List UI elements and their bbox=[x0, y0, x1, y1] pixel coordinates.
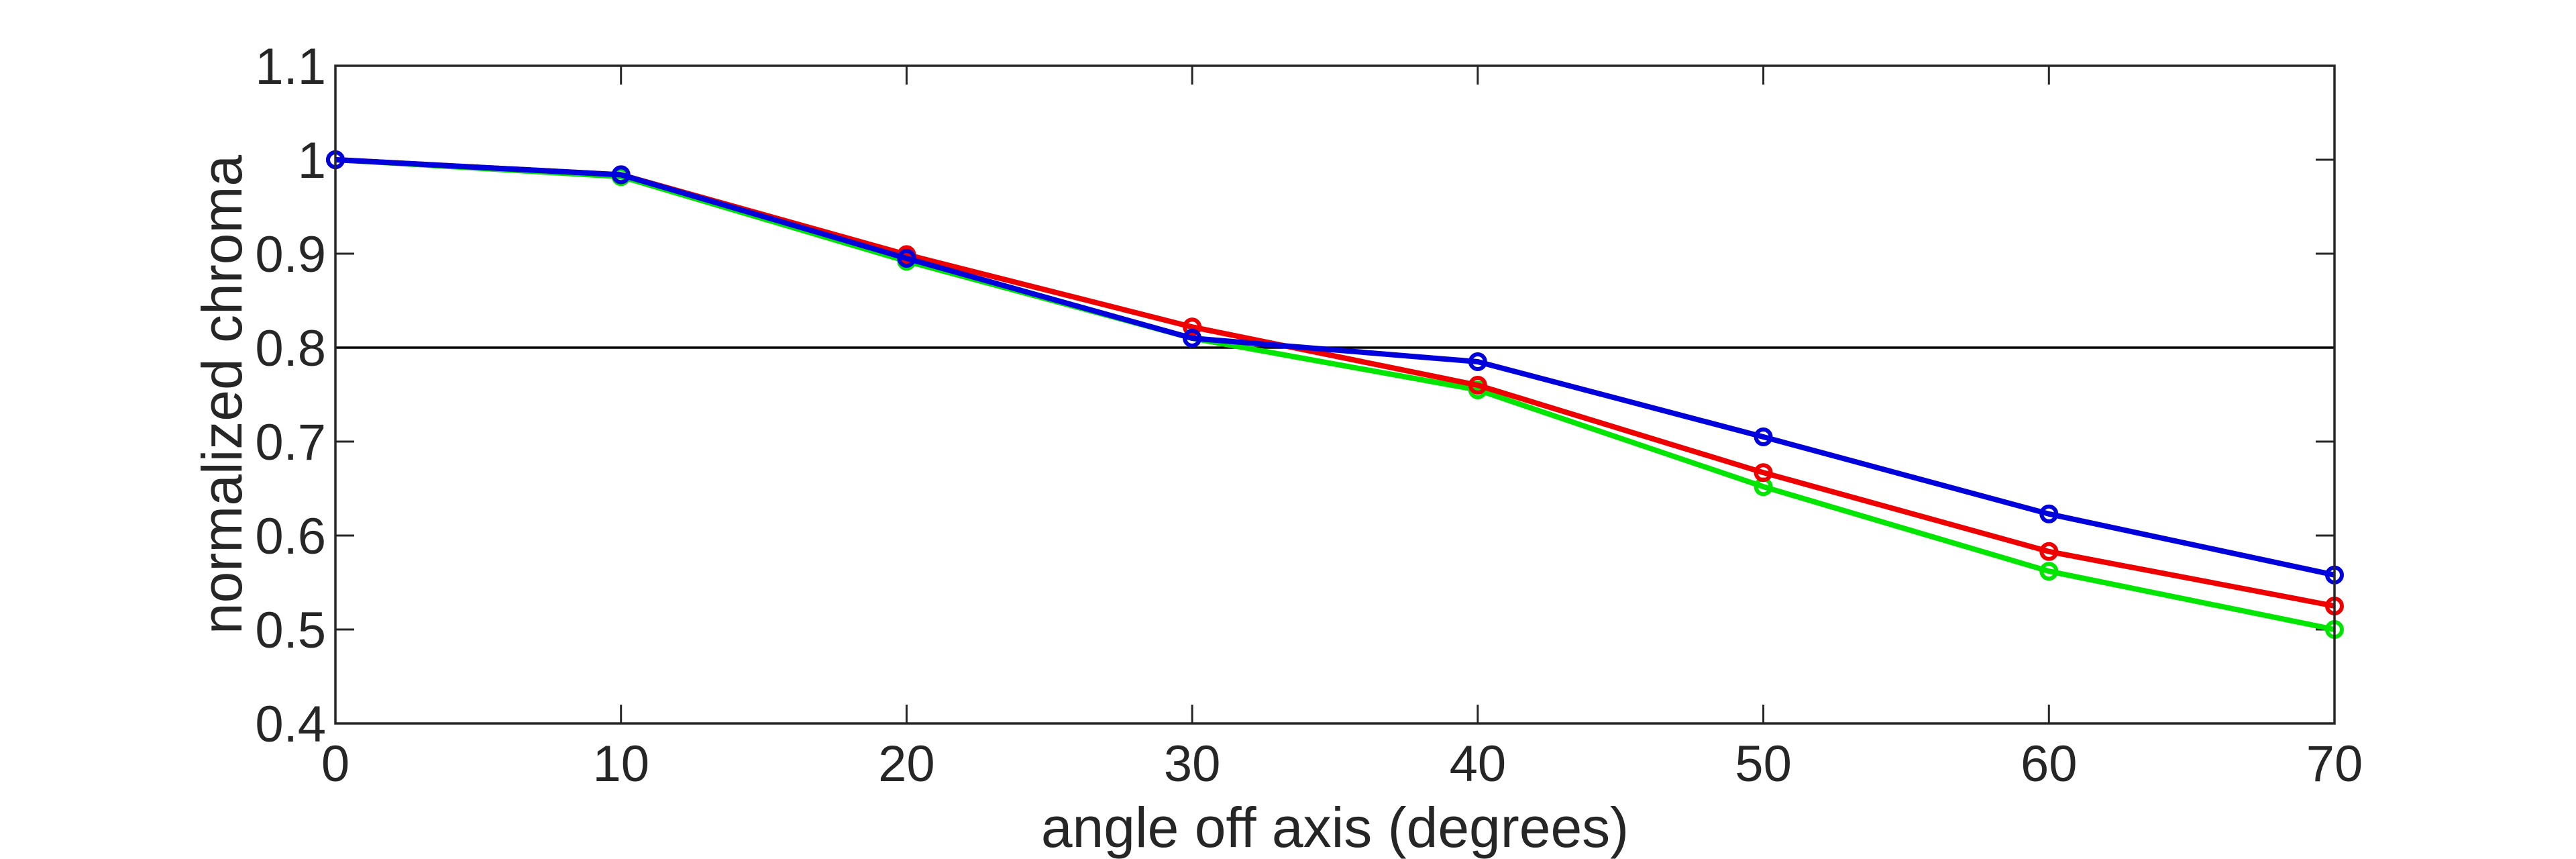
data-point bbox=[1754, 463, 1773, 483]
x-tick-label: 50 bbox=[1735, 736, 1792, 793]
x-tick-label: 0 bbox=[321, 736, 350, 793]
y-tick-label: 0.5 bbox=[255, 602, 326, 659]
plot-frame bbox=[334, 64, 2336, 725]
data-point bbox=[2039, 562, 2059, 581]
x-tick-label: 10 bbox=[592, 736, 649, 793]
data-point bbox=[1183, 317, 1202, 337]
data-point bbox=[2039, 542, 2059, 561]
data-point bbox=[1468, 376, 1487, 395]
y-tick-label: 1 bbox=[298, 132, 326, 189]
y-tick-label: 0.9 bbox=[255, 226, 326, 283]
y-tick-label: 0.7 bbox=[255, 414, 326, 471]
x-tick-labels: 0 10 20 30 40 50 60 70 bbox=[321, 736, 2363, 793]
series-group bbox=[326, 150, 2344, 639]
y-tick-label: 0.8 bbox=[255, 320, 326, 377]
x-tick-label: 40 bbox=[1450, 736, 1507, 793]
y-tick-label: 0.4 bbox=[255, 696, 326, 753]
data-point bbox=[2039, 504, 2059, 523]
x-tick-label: 60 bbox=[2021, 736, 2078, 793]
y-axis-label: normalized chroma bbox=[191, 155, 254, 635]
x-tick-label: 30 bbox=[1164, 736, 1221, 793]
data-point bbox=[897, 249, 916, 268]
x-tick-label: 20 bbox=[878, 736, 935, 793]
data-point bbox=[1754, 427, 1773, 446]
series-line bbox=[335, 157, 2335, 578]
data-point bbox=[1468, 352, 1487, 371]
x-axis-label: angle off axis (degrees) bbox=[1041, 796, 1629, 859]
y-tick-label: 1.1 bbox=[255, 38, 326, 95]
y-tick-label: 0.6 bbox=[255, 508, 326, 565]
data-point bbox=[611, 165, 631, 185]
y-tick-labels: 0.4 0.5 0.6 0.7 0.8 0.9 1 1.1 bbox=[255, 38, 326, 753]
data-point bbox=[1183, 329, 1202, 348]
plot-area bbox=[335, 66, 2334, 723]
x-tick-label: 70 bbox=[2306, 736, 2363, 793]
